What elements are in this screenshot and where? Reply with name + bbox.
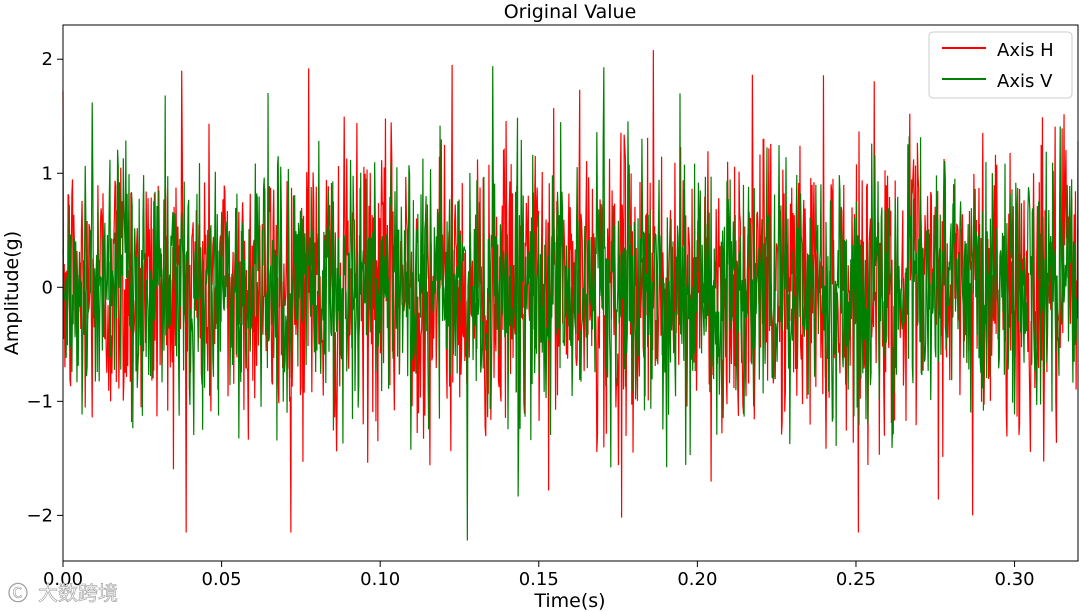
y-axis-ticks: 2 1 0 −1 −2: [26, 49, 63, 526]
x-tick-label: 0.25: [836, 569, 876, 590]
y-tick-label: 1: [42, 163, 53, 184]
x-tick-label: 0.15: [519, 569, 559, 590]
y-axis-label: Amplitude(g): [1, 231, 23, 355]
watermark-logo-icon: Ⓒ: [8, 581, 28, 605]
y-tick-label: −2: [26, 505, 53, 526]
chart-title: Original Value: [504, 1, 637, 23]
x-tick-label: 0.05: [202, 569, 242, 590]
legend-label-axis-h: Axis H: [997, 40, 1054, 61]
x-axis-ticks: 0.00 0.05 0.10 0.15 0.20 0.25 0.30: [43, 561, 1035, 590]
plot-lines: [62, 50, 1079, 541]
plot-frame: [62, 24, 1079, 562]
series-line-axis-v: [62, 66, 1079, 541]
y-tick-label: −1: [26, 391, 53, 412]
x-tick-label: 0.00: [43, 569, 83, 590]
watermark-text: 大数跨境: [38, 581, 118, 605]
watermark: Ⓒ 大数跨境: [8, 581, 119, 606]
x-axis-label: Time(s): [533, 590, 605, 612]
x-tick-label: 0.20: [677, 569, 717, 590]
y-tick-label: 2: [42, 49, 53, 70]
y-tick-label: 0: [42, 277, 53, 298]
legend-label-axis-v: Axis V: [997, 71, 1053, 92]
x-tick-label: 0.30: [995, 569, 1035, 590]
x-tick-label: 0.10: [360, 569, 400, 590]
legend: Axis H Axis V: [928, 31, 1073, 99]
